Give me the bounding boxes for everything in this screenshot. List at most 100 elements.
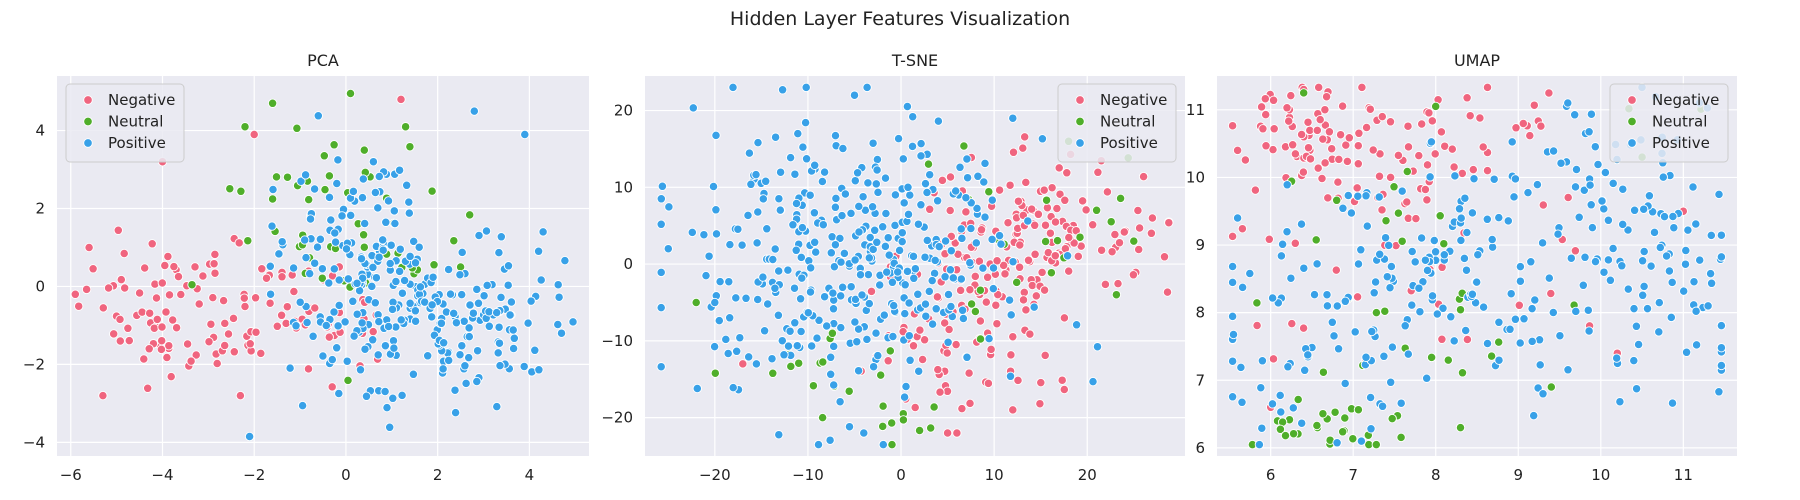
- data-point: [137, 307, 147, 317]
- data-point: [1681, 245, 1691, 256]
- data-point: [1415, 307, 1425, 317]
- data-point: [904, 331, 914, 341]
- data-point: [374, 252, 384, 262]
- data-point: [1536, 121, 1546, 131]
- data-point: [1311, 235, 1321, 245]
- data-point: [119, 248, 129, 259]
- x-tick-label: −6: [60, 466, 82, 484]
- data-point: [1377, 205, 1387, 215]
- data-point: [1600, 167, 1611, 178]
- data-point: [1584, 127, 1594, 137]
- data-point: [688, 103, 698, 113]
- data-point: [768, 254, 778, 265]
- data-point: [1284, 116, 1294, 126]
- data-point: [1228, 329, 1239, 340]
- data-point: [830, 130, 841, 141]
- data-point: [302, 317, 312, 328]
- data-point: [1288, 140, 1298, 150]
- data-point: [1227, 392, 1238, 402]
- data-point: [508, 343, 519, 354]
- legend: Negative Neutral Positive: [1057, 83, 1177, 163]
- data-point: [1396, 432, 1406, 443]
- data-point: [443, 264, 454, 275]
- data-point: [1088, 220, 1098, 230]
- data-point: [1544, 273, 1554, 283]
- data-point: [904, 298, 914, 308]
- data-point: [1494, 355, 1504, 365]
- data-point: [1268, 144, 1278, 155]
- data-point: [1631, 321, 1642, 331]
- data-point: [1162, 287, 1173, 297]
- data-point: [866, 286, 877, 297]
- data-point: [883, 233, 893, 243]
- data-point: [853, 366, 864, 376]
- data-point: [1381, 216, 1391, 226]
- data-point: [973, 171, 983, 181]
- data-point: [992, 319, 1002, 329]
- data-point: [533, 246, 544, 256]
- data-point: [1546, 382, 1556, 392]
- data-point: [1449, 162, 1459, 172]
- data-point: [1227, 261, 1238, 272]
- data-point: [1013, 375, 1023, 386]
- data-point: [1563, 192, 1573, 203]
- data-point: [753, 207, 763, 217]
- x-tick-label: 11: [1674, 466, 1693, 484]
- data-point: [84, 242, 94, 253]
- y-tick-label: 2: [35, 200, 45, 218]
- data-point: [872, 165, 882, 175]
- data-point: [519, 361, 529, 372]
- data-point: [494, 322, 504, 332]
- data-point: [210, 268, 220, 278]
- data-point: [295, 297, 305, 307]
- data-point: [983, 378, 994, 389]
- data-point: [1475, 113, 1485, 123]
- data-point: [329, 307, 339, 317]
- data-point: [810, 237, 820, 247]
- data-point: [1353, 405, 1364, 415]
- data-point: [326, 215, 336, 225]
- data-point: [495, 360, 505, 371]
- data-point: [374, 316, 384, 327]
- data-point: [1385, 117, 1396, 127]
- data-point: [1680, 259, 1691, 269]
- data-point: [1021, 305, 1031, 315]
- data-point: [1375, 249, 1385, 259]
- data-point: [450, 407, 461, 418]
- data-point: [115, 314, 125, 325]
- data-point: [783, 341, 794, 351]
- data-point: [1227, 311, 1238, 322]
- data-point: [971, 238, 981, 248]
- data-point: [1353, 259, 1364, 269]
- data-point: [303, 364, 314, 374]
- data-point: [926, 423, 936, 433]
- data-point: [523, 318, 533, 328]
- data-point: [758, 194, 768, 204]
- data-point: [332, 343, 342, 353]
- data-point: [438, 364, 448, 374]
- data-point: [1340, 296, 1350, 306]
- data-point: [1519, 314, 1529, 324]
- data-point: [920, 178, 931, 189]
- data-point: [1335, 130, 1346, 140]
- data-point: [204, 337, 214, 347]
- data-point: [725, 313, 735, 323]
- data-point: [863, 269, 874, 280]
- y-tick-label: −2: [23, 355, 45, 373]
- data-point: [1260, 94, 1270, 104]
- data-point: [1014, 262, 1025, 272]
- data-point: [817, 412, 828, 423]
- data-point: [277, 237, 287, 247]
- data-point: [405, 251, 415, 262]
- data-point: [359, 145, 369, 155]
- data-point: [399, 275, 410, 286]
- data-point: [1332, 195, 1342, 205]
- data-point: [972, 203, 982, 214]
- data-point: [1417, 119, 1427, 129]
- data-point: [792, 341, 802, 351]
- data-point: [759, 326, 770, 336]
- data-point: [343, 274, 353, 284]
- data-point: [1013, 196, 1024, 206]
- legend-marker: [1627, 138, 1637, 148]
- data-point: [120, 283, 130, 293]
